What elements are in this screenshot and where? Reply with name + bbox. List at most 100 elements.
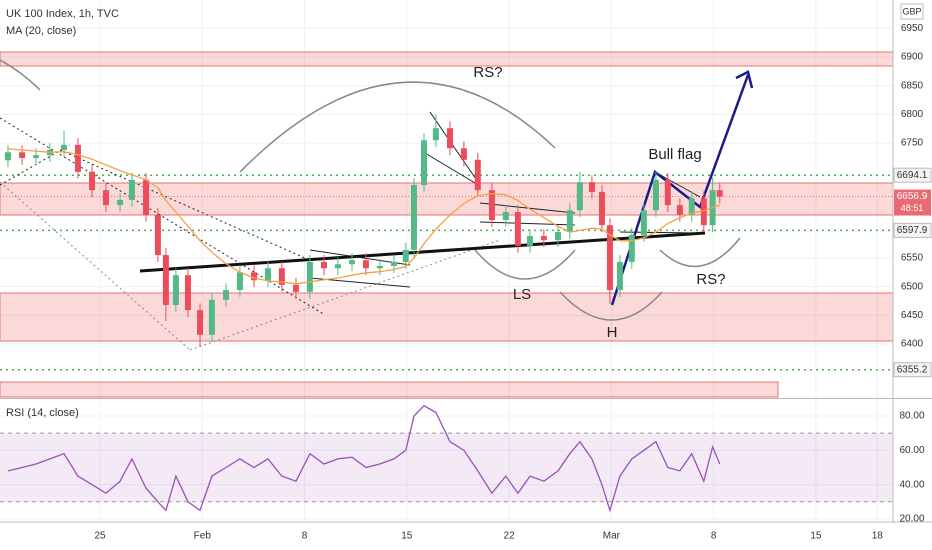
flag-line xyxy=(424,152,476,184)
y-tick-label: 6550 xyxy=(901,253,924,264)
x-tick-label: Feb xyxy=(194,531,212,542)
candle-body xyxy=(474,159,481,191)
y-tick-label: 6800 xyxy=(901,109,924,120)
candle-body xyxy=(162,255,169,305)
price-badge xyxy=(893,167,932,183)
marks xyxy=(0,114,893,513)
x-tick-label: 22 xyxy=(504,531,516,542)
flag-line xyxy=(619,231,701,234)
y-tick-label: 6500 xyxy=(901,281,924,292)
candle-body xyxy=(514,211,521,246)
candle-body xyxy=(208,299,215,335)
y2-tick-label: 80.00 xyxy=(899,411,924,422)
legend-ma: MA (20, close) xyxy=(6,25,76,37)
flag-line xyxy=(654,171,701,198)
candle-body xyxy=(390,261,397,266)
candle-body xyxy=(362,260,369,269)
candle-body xyxy=(664,179,671,206)
candle-body xyxy=(128,179,135,200)
annotation: RS? xyxy=(473,64,502,81)
x-tick-label: Mar xyxy=(603,531,621,542)
y-tick-label: 6850 xyxy=(901,80,924,91)
candle-body xyxy=(446,128,453,149)
price-badge xyxy=(893,362,932,378)
candle-body xyxy=(676,205,683,215)
price-badge-label: 6694.1 xyxy=(897,170,928,181)
candle-body xyxy=(197,310,204,335)
candle-body xyxy=(640,210,647,235)
y2-tick-label: 20.00 xyxy=(899,514,924,525)
zones xyxy=(0,51,894,398)
legend-rsi: RSI (14, close) xyxy=(6,407,79,419)
zone xyxy=(0,381,779,398)
candle-body xyxy=(89,171,96,191)
candle-body xyxy=(306,261,313,292)
price-badge-label: 6355.2 xyxy=(897,364,928,375)
currency: GBP xyxy=(902,6,921,16)
candle-body xyxy=(566,210,573,233)
candle-body xyxy=(688,198,695,215)
candle-body xyxy=(716,190,723,197)
x-tick-label: 8 xyxy=(302,531,308,542)
candle-body xyxy=(488,190,495,221)
grid xyxy=(0,0,893,520)
y-tick-label: 6900 xyxy=(901,52,924,63)
candle-body xyxy=(154,214,161,256)
annotation: LS xyxy=(513,286,531,303)
candle-body xyxy=(32,155,39,159)
x-tick-label: 8 xyxy=(711,531,717,542)
candle-body xyxy=(576,182,583,211)
candle-body xyxy=(628,234,635,262)
candle-body xyxy=(334,264,341,269)
candle-body xyxy=(502,211,509,221)
chart-title: UK 100 Index, 1h, TVC xyxy=(6,8,119,20)
arc xyxy=(559,291,663,321)
flag-line xyxy=(479,221,576,226)
candle-body xyxy=(278,268,285,285)
x-tick-label: 15 xyxy=(401,531,413,542)
arrow-head xyxy=(735,70,754,89)
zone xyxy=(0,292,894,342)
candle-body xyxy=(292,284,299,292)
arc xyxy=(0,59,41,91)
candle-body xyxy=(349,260,356,265)
candle-body xyxy=(143,179,150,215)
price-badge xyxy=(893,222,932,238)
annotation: RS? xyxy=(696,271,725,288)
rsi-band xyxy=(0,433,893,502)
arc xyxy=(474,249,576,280)
candle-body xyxy=(236,272,243,291)
last-price-badge xyxy=(894,189,931,216)
y-tick-label: 6400 xyxy=(901,339,924,350)
candle-body xyxy=(320,261,327,269)
arc xyxy=(239,81,556,173)
annotation: Bull flag xyxy=(648,146,701,163)
candle-body xyxy=(251,272,258,281)
ma-line xyxy=(7,148,720,285)
candle-body xyxy=(554,232,561,241)
annotation: H xyxy=(607,324,618,341)
price-badge-label: 6597.9 xyxy=(897,225,928,236)
arc xyxy=(659,237,741,268)
candle-body xyxy=(102,190,109,206)
candle-body xyxy=(19,152,26,159)
currency-box xyxy=(900,3,924,20)
y-tick-label: 6750 xyxy=(901,138,924,149)
candle-body xyxy=(410,185,417,250)
candle-body xyxy=(588,182,595,192)
rsi-line xyxy=(7,404,721,513)
candle-body xyxy=(421,140,428,186)
candle-body xyxy=(376,265,383,269)
candle-body xyxy=(540,236,547,241)
countdown: 48:51 xyxy=(901,203,924,213)
candle-body xyxy=(223,290,230,300)
x-tick-label: 15 xyxy=(810,531,822,542)
candle-body xyxy=(652,179,659,211)
candle-body xyxy=(184,275,191,311)
candle-body xyxy=(700,198,707,226)
y2-tick-label: 60.00 xyxy=(899,445,924,456)
y-tick-label: 6950 xyxy=(901,23,924,34)
x-tick-label: 25 xyxy=(94,531,106,542)
candle-body xyxy=(61,144,68,150)
y-tick-label: 6450 xyxy=(901,310,924,321)
